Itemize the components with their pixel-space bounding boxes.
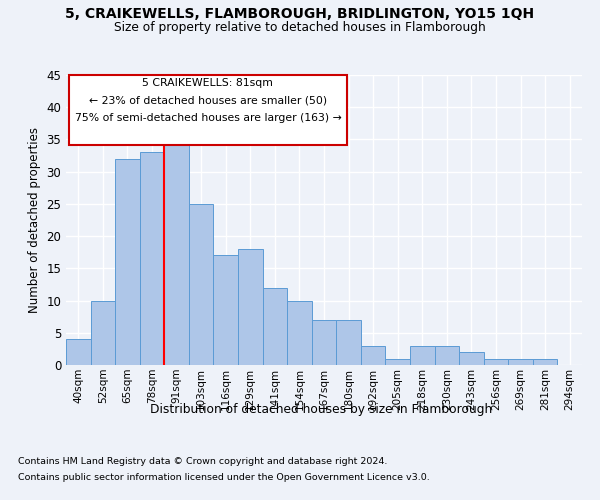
Text: Contains HM Land Registry data © Crown copyright and database right 2024.: Contains HM Land Registry data © Crown c… (18, 458, 388, 466)
Bar (164, 133, 189, 365)
Text: Contains public sector information licensed under the Open Government Licence v3: Contains public sector information licen… (18, 472, 430, 482)
Text: Distribution of detached houses by size in Flamborough: Distribution of detached houses by size … (150, 402, 492, 415)
Bar (361, 346, 385, 365)
Bar (263, 288, 287, 365)
Bar (484, 358, 508, 365)
Text: 75% of semi-detached houses are larger (163) →: 75% of semi-detached houses are larger (… (74, 113, 341, 123)
Bar (189, 204, 214, 365)
Bar (66, 339, 91, 365)
Y-axis label: Number of detached properties: Number of detached properties (28, 127, 41, 313)
Bar (434, 346, 459, 365)
Bar (238, 249, 263, 365)
Text: 5, CRAIKEWELLS, FLAMBOROUGH, BRIDLINGTON, YO15 1QH: 5, CRAIKEWELLS, FLAMBOROUGH, BRIDLINGTON… (65, 8, 535, 22)
Bar (140, 152, 164, 365)
Bar (385, 358, 410, 365)
Bar (91, 300, 115, 365)
Bar (508, 358, 533, 365)
Bar (312, 320, 336, 365)
Bar (115, 159, 140, 365)
FancyBboxPatch shape (68, 75, 347, 144)
Bar (459, 352, 484, 365)
Bar (336, 320, 361, 365)
Bar (214, 256, 238, 365)
Bar (533, 358, 557, 365)
Text: ← 23% of detached houses are smaller (50): ← 23% of detached houses are smaller (50… (89, 96, 327, 106)
Text: Size of property relative to detached houses in Flamborough: Size of property relative to detached ho… (114, 21, 486, 34)
Bar (410, 346, 434, 365)
Bar (287, 300, 312, 365)
Text: 5 CRAIKEWELLS: 81sqm: 5 CRAIKEWELLS: 81sqm (142, 78, 274, 88)
